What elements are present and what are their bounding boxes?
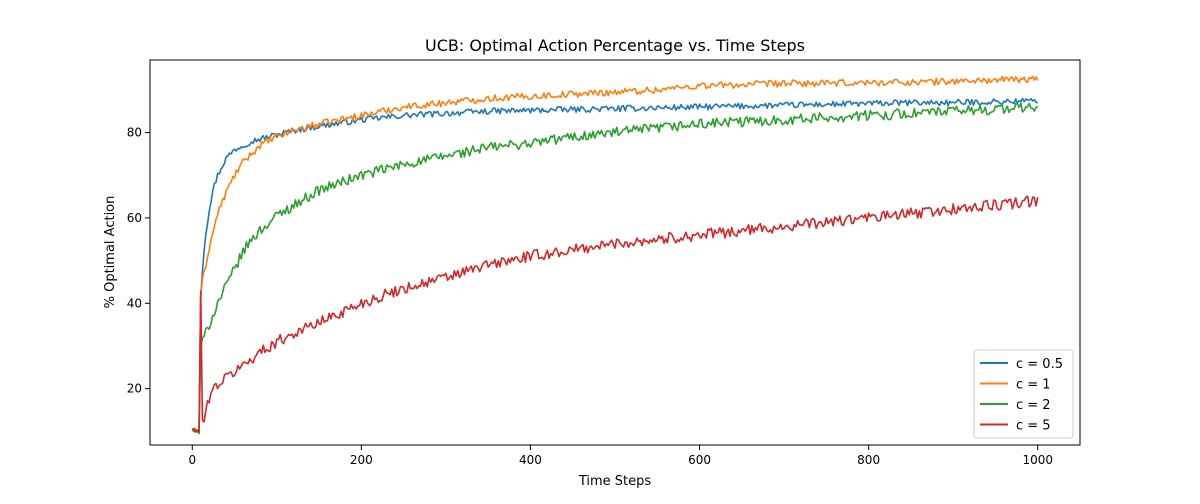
y-axis-label: % Optimal Action <box>103 196 118 309</box>
y-tick-label: 80 <box>127 126 142 140</box>
x-axis-label: Time Steps <box>578 474 652 489</box>
y-tick-label: 40 <box>127 296 142 310</box>
legend-label: c = 1 <box>1016 378 1051 393</box>
y-tick-label: 60 <box>127 211 142 225</box>
x-tick-label: 0 <box>188 453 196 467</box>
plot-frame <box>149 59 1081 446</box>
x-tick-label: 1000 <box>1022 453 1053 467</box>
legend-box <box>973 349 1074 439</box>
x-tick-label: 400 <box>519 453 542 467</box>
series-line-4 <box>191 195 1039 433</box>
x-tick-label: 800 <box>857 453 880 467</box>
series-line-2 <box>191 75 1039 434</box>
y-tick-label: 20 <box>127 382 142 396</box>
series-line-3 <box>191 102 1039 435</box>
legend-label: c = 5 <box>1016 419 1051 434</box>
legend-label: c = 0.5 <box>1016 357 1063 372</box>
series-line-1 <box>191 97 1039 433</box>
y-axis: 20 40 60 80 <box>127 126 150 396</box>
chart-title: UCB: Optimal Action Percentage vs. Time … <box>425 36 805 55</box>
legend: c = 0.5 c = 1 c = 2 c = 5 <box>973 349 1074 439</box>
plot-area <box>191 75 1039 435</box>
x-axis: 0 200 400 600 800 1000 <box>188 445 1053 467</box>
x-tick-label: 600 <box>688 453 711 467</box>
x-tick-label: 200 <box>350 453 373 467</box>
legend-label: c = 2 <box>1016 398 1051 413</box>
